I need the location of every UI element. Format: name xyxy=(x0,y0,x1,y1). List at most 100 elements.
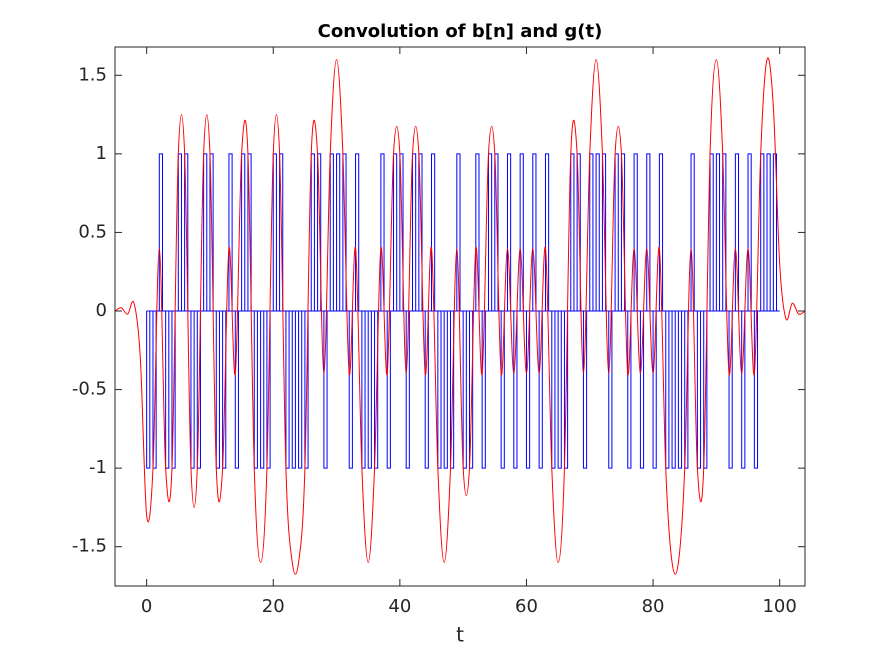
pulse xyxy=(557,311,562,469)
pulse xyxy=(310,153,315,311)
pulse xyxy=(203,153,208,311)
y-tick-label: -1.5 xyxy=(72,536,107,557)
line xyxy=(115,57,805,575)
pulse xyxy=(652,311,657,469)
pulse xyxy=(424,311,429,469)
x-tick-label: 40 xyxy=(388,596,411,617)
pulse xyxy=(393,153,398,311)
pulse xyxy=(222,311,227,469)
y-tick-label: 0.5 xyxy=(78,221,107,242)
pulse xyxy=(209,153,214,311)
pulse xyxy=(260,311,265,469)
pulse xyxy=(487,153,493,311)
pulse xyxy=(253,311,258,469)
pulse xyxy=(601,153,607,311)
pulse xyxy=(462,311,467,469)
pulse xyxy=(234,311,239,469)
pulse xyxy=(589,153,594,311)
pulse xyxy=(329,153,334,311)
pulse xyxy=(456,153,461,311)
pulse xyxy=(690,153,695,311)
pulse xyxy=(525,311,531,469)
pulse xyxy=(215,311,220,469)
pulse xyxy=(443,311,448,469)
pulse xyxy=(576,153,581,311)
pulse xyxy=(241,153,246,311)
pulse xyxy=(323,311,328,469)
pulse xyxy=(627,311,632,469)
pulse xyxy=(639,311,645,469)
pulse xyxy=(146,311,151,469)
pulse xyxy=(551,311,556,469)
pulse xyxy=(538,311,543,469)
pulse xyxy=(633,153,638,311)
pulse xyxy=(747,153,752,311)
pulse xyxy=(336,153,341,311)
pulse xyxy=(399,153,404,311)
x-axis-label: t xyxy=(456,623,464,647)
pulse xyxy=(582,311,588,469)
pulse xyxy=(506,153,512,311)
pulse xyxy=(563,311,569,469)
pulse xyxy=(513,311,518,469)
pulse xyxy=(291,311,296,469)
pulse xyxy=(722,153,727,311)
x-tick-label: 60 xyxy=(515,596,538,617)
pulse xyxy=(620,153,626,311)
pulse xyxy=(152,311,157,469)
pulse xyxy=(386,311,391,469)
chart-title: Convolution of b[n] and g(t) xyxy=(318,21,603,42)
x-tick-label: 100 xyxy=(762,596,796,617)
x-tick-label: 0 xyxy=(141,596,152,617)
pulse xyxy=(658,153,664,311)
pulse xyxy=(405,311,410,469)
pulse xyxy=(450,311,455,469)
y-tick-label: 1.5 xyxy=(78,64,107,85)
pulse xyxy=(279,153,284,311)
pulse xyxy=(285,311,290,469)
pulse xyxy=(760,153,765,311)
pulse xyxy=(380,153,385,311)
pulse xyxy=(342,153,347,311)
pulse xyxy=(367,311,372,469)
pulse xyxy=(171,311,176,469)
pulse xyxy=(348,311,353,469)
pulse xyxy=(646,153,651,311)
pulse xyxy=(614,153,619,311)
pulse xyxy=(184,153,189,311)
pulse xyxy=(317,153,322,311)
y-tick-label: 1 xyxy=(96,143,107,164)
pulse xyxy=(696,311,702,469)
pulse xyxy=(158,153,163,311)
pulse xyxy=(608,311,613,469)
pulse xyxy=(431,153,436,311)
pulse xyxy=(481,311,486,469)
pulse xyxy=(684,311,689,469)
pulse xyxy=(190,311,195,469)
x-tick-label: 20 xyxy=(262,596,285,617)
pulse xyxy=(165,311,170,469)
pulse xyxy=(709,153,714,311)
pulse xyxy=(734,153,740,311)
pulse xyxy=(519,153,524,311)
pulse xyxy=(500,311,505,469)
pulse xyxy=(272,153,277,311)
pulse xyxy=(671,311,676,469)
pulse xyxy=(753,311,759,469)
pulse xyxy=(374,311,379,469)
pulse xyxy=(412,153,417,311)
pulse xyxy=(544,153,550,311)
pulse xyxy=(665,311,670,469)
pulse xyxy=(741,311,746,469)
pulse xyxy=(247,153,252,311)
y-tick-label: -0.5 xyxy=(72,379,107,400)
pulse xyxy=(196,311,201,469)
x-tick-label: 80 xyxy=(642,596,665,617)
pulse xyxy=(437,311,442,469)
pulse xyxy=(728,311,733,469)
pulse xyxy=(570,153,575,311)
pulse xyxy=(266,311,271,469)
